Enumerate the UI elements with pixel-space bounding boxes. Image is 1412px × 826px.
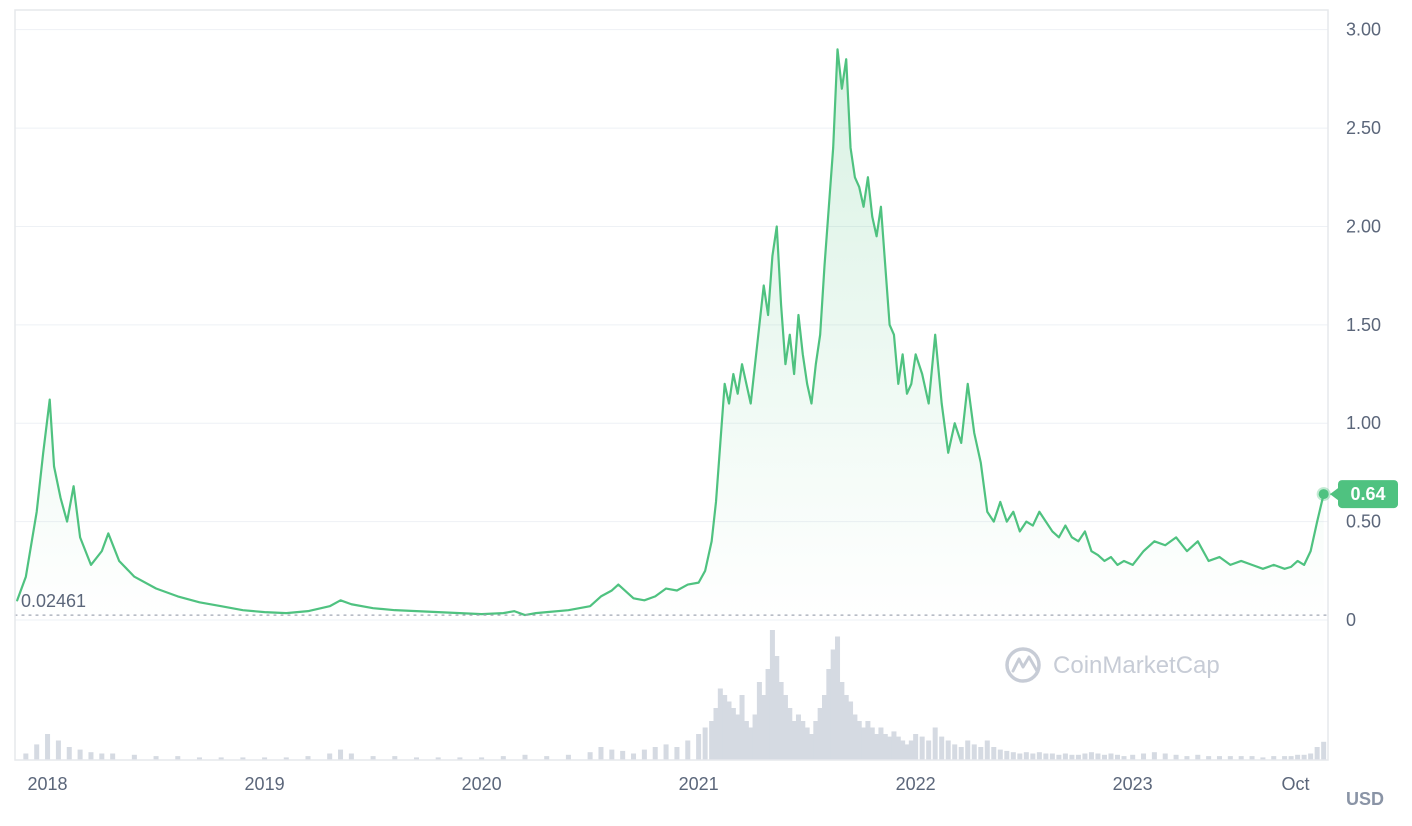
svg-text:CoinMarketCap: CoinMarketCap xyxy=(1053,652,1220,679)
svg-text:3.00: 3.00 xyxy=(1346,20,1381,40)
svg-text:0.02461: 0.02461 xyxy=(21,591,86,611)
chart-svg[interactable]: 0.02461 00.501.001.502.002.503.00 201820… xyxy=(0,0,1412,826)
current-price-marker: 0.64 xyxy=(1317,480,1398,508)
svg-text:Oct: Oct xyxy=(1281,774,1309,794)
price-chart: 0.02461 00.501.001.502.002.503.00 201820… xyxy=(0,0,1412,826)
price-area xyxy=(17,49,1323,620)
svg-text:0: 0 xyxy=(1346,610,1356,630)
unit-label: USD xyxy=(1346,789,1384,809)
x-axis-ticks: 2018 2019 2020 2021 2022 2023 Oct xyxy=(28,774,1310,794)
svg-text:0.64: 0.64 xyxy=(1350,484,1385,504)
svg-text:2023: 2023 xyxy=(1113,774,1153,794)
y-axis-ticks: 0 0.50 1.00 1.50 2.00 2.50 3.00 xyxy=(1346,20,1381,630)
svg-text:1.50: 1.50 xyxy=(1346,315,1381,335)
svg-text:1.00: 1.00 xyxy=(1346,413,1381,433)
plot-border xyxy=(15,10,1328,760)
svg-text:2020: 2020 xyxy=(462,774,502,794)
svg-text:2018: 2018 xyxy=(28,774,68,794)
svg-text:2.00: 2.00 xyxy=(1346,216,1381,236)
svg-text:2019: 2019 xyxy=(245,774,285,794)
svg-text:2021: 2021 xyxy=(679,774,719,794)
price-line xyxy=(17,49,1323,615)
volume-bars xyxy=(23,630,1326,760)
gridlines xyxy=(15,30,1328,620)
svg-text:2022: 2022 xyxy=(896,774,936,794)
svg-text:0.50: 0.50 xyxy=(1346,512,1381,532)
svg-text:2.50: 2.50 xyxy=(1346,118,1381,138)
watermark: CoinMarketCap xyxy=(1007,649,1220,681)
